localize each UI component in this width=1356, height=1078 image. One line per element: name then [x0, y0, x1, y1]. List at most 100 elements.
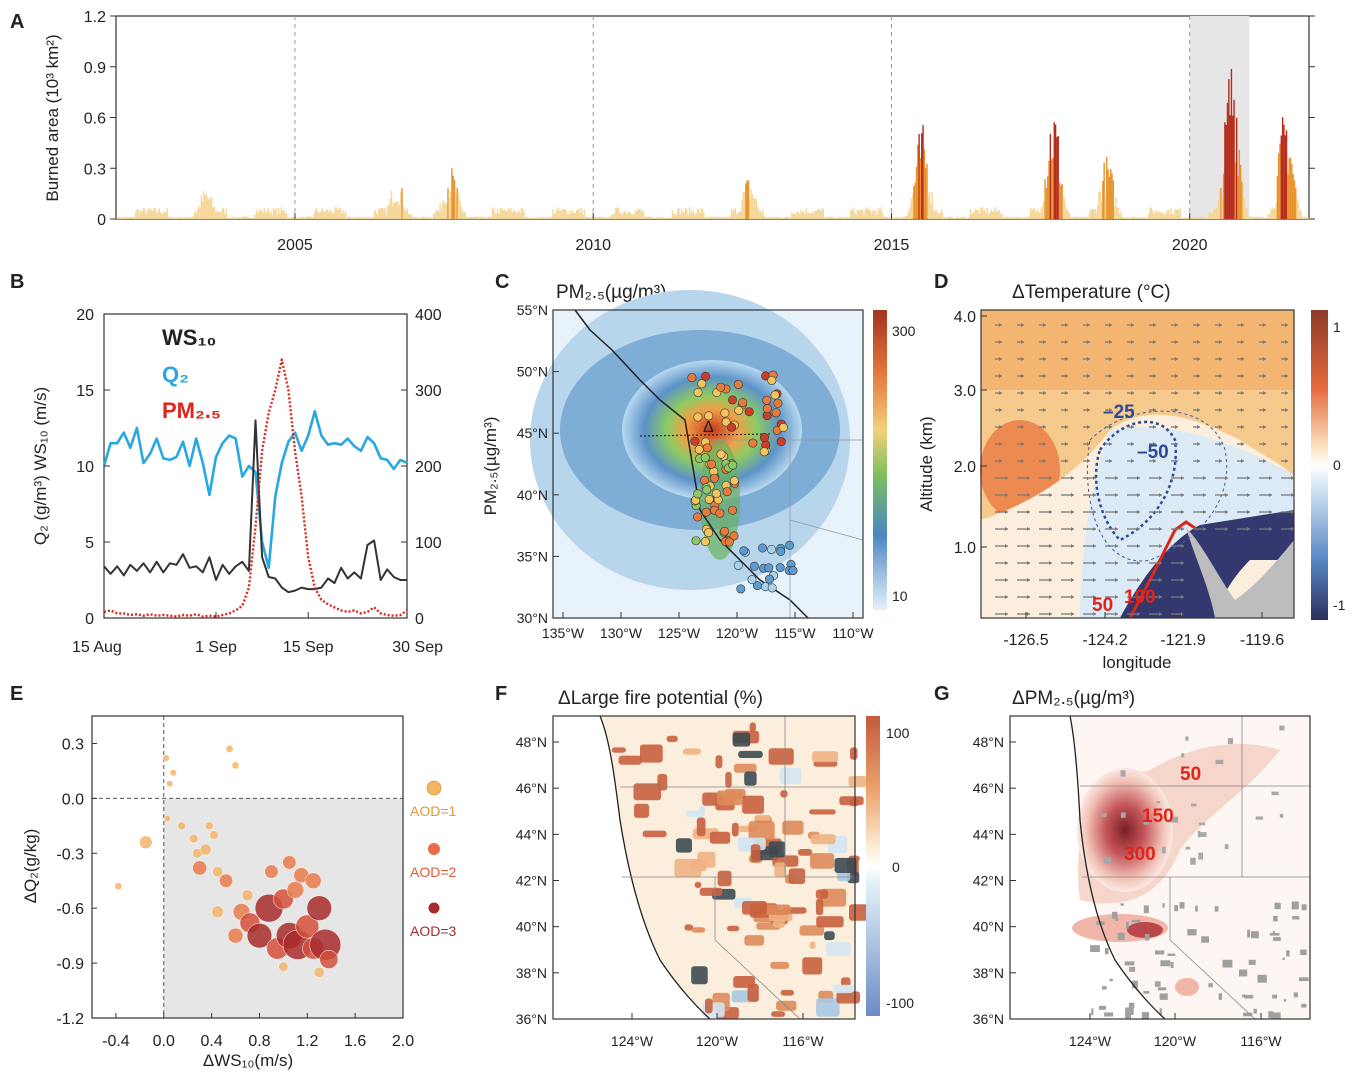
panel-a-bar — [649, 216, 651, 219]
panel-a-bar — [1297, 201, 1300, 219]
panel-a-bar — [1232, 115, 1234, 219]
panel-f-label: F — [495, 683, 507, 705]
panel-a-bar — [390, 190, 393, 219]
panel-a-bar — [900, 217, 902, 219]
panel-a-bar — [466, 217, 469, 219]
panel-c-ytick-label: 40°N — [517, 487, 548, 503]
panel-a-bar — [1249, 216, 1251, 219]
panel-a-bar — [1255, 217, 1258, 219]
panel-a-bar — [1032, 209, 1034, 219]
panel-d-wind-arrowhead — [1241, 459, 1244, 463]
panel-a-bar — [1305, 216, 1307, 219]
panel-e-point — [211, 905, 224, 919]
panel-a-bar — [331, 213, 334, 219]
panel-d-wind-arrowhead — [1159, 527, 1162, 531]
panel-a-bar — [860, 209, 863, 219]
panel-a-bar — [536, 216, 538, 219]
panel-a-bar — [321, 208, 323, 219]
panel-d-wind-arrowhead — [1021, 442, 1024, 446]
panel-a-bar — [121, 216, 124, 219]
panel-a-bar — [537, 216, 540, 219]
panel-c-station — [720, 526, 730, 536]
panel-a-bar — [987, 213, 990, 219]
panel-a-bar — [461, 210, 464, 219]
panel-c-ylabel: PM₂.₅(µg/m³) — [481, 417, 500, 516]
panel-g-gray-cell — [1242, 994, 1245, 998]
panel-d-wind-arrowhead — [1241, 442, 1244, 446]
panel-a-bar — [1238, 149, 1241, 219]
panel-a-bar — [907, 210, 910, 219]
panel-a-bar — [339, 207, 342, 219]
panel-a-bar — [464, 211, 466, 219]
panel-a-bar — [553, 213, 555, 219]
panel-d-wind-arrowhead — [1071, 595, 1074, 599]
panel-a-bar — [1120, 211, 1122, 219]
panel-f-patch — [837, 870, 851, 882]
panel-c-station — [711, 488, 721, 498]
panel-g-gray-cell — [1214, 906, 1219, 912]
panel-a-bar — [403, 209, 406, 219]
panel-a-bar — [851, 210, 853, 219]
panel-a-bar — [838, 216, 840, 219]
panel-g-gray-cell — [1282, 957, 1285, 960]
panel-f-patch — [709, 831, 731, 844]
panel-g-gray-cell — [1120, 770, 1126, 777]
panel-a-bar — [818, 208, 821, 219]
legend-aod3-label: AOD=3 — [410, 923, 457, 939]
panel-a-bar — [871, 213, 873, 219]
panel-a-bar — [1131, 217, 1133, 219]
panel-g-missing-data — [1090, 725, 1309, 1020]
panel-d-wind-arrowhead — [1005, 510, 1008, 514]
panel-a-bar — [1104, 196, 1107, 219]
panel-d-wind-arrowhead — [1181, 476, 1184, 480]
panel-c-cbar-low: 10 — [892, 588, 908, 604]
panel-a-bar — [230, 217, 233, 219]
panel-a-bar — [1082, 217, 1084, 219]
panel-e-point — [241, 889, 254, 902]
panel-a-bar — [190, 217, 192, 219]
panel-g-gray-cell — [1102, 986, 1107, 990]
panel-a-xtick-label: 2005 — [277, 237, 313, 254]
panel-d-wind-arrowhead — [1131, 323, 1134, 327]
panel-a-bar — [389, 198, 391, 219]
panel-a-bar — [683, 211, 685, 219]
panel-a-bar — [443, 200, 445, 219]
panel-d-wind-arrowhead — [1065, 408, 1068, 412]
panel-c-station — [693, 387, 703, 397]
panel-a-bar — [372, 217, 374, 219]
panel-a-bar — [1247, 215, 1250, 219]
panel-d-wind-arrowhead — [1109, 425, 1112, 429]
panel-g-xtick-label: 124°W — [1069, 1033, 1112, 1049]
panel-a-bar — [821, 208, 823, 219]
panel-a-bar — [1251, 217, 1254, 219]
panel-c-station — [727, 422, 737, 432]
panel-g-gray-cell — [1170, 962, 1174, 968]
panel-d-wind-arrowhead — [1219, 374, 1222, 378]
panel-a-bar — [535, 218, 537, 219]
panel-a-bar — [1275, 203, 1277, 219]
panel-g-gray-cell — [1179, 902, 1185, 909]
panel-f-borders — [620, 716, 855, 1020]
panel-a-bar — [1222, 173, 1225, 219]
panel-a-bar — [804, 214, 806, 219]
panel-c-station — [728, 460, 738, 470]
panel-a-bar — [646, 216, 649, 219]
panel-a-bar — [207, 197, 209, 219]
panel-a-bar — [902, 217, 905, 219]
panel-a-bar — [684, 207, 687, 219]
panel-g-gray-cell — [1208, 983, 1213, 988]
panel-f-ytick-label: 38°N — [516, 965, 547, 981]
panel-a-bar — [919, 157, 922, 219]
panel-a-bar — [228, 217, 230, 219]
panel-a-bar — [1184, 217, 1187, 219]
panel-f-patch — [742, 795, 764, 814]
panel-a-bar — [327, 212, 330, 219]
panel-a-bar — [596, 216, 599, 219]
panel-g-gray-cell — [1298, 977, 1309, 982]
panel-g-gray-cell — [1274, 902, 1281, 910]
panel-a-bar — [272, 207, 275, 219]
panel-a-bar — [998, 209, 1000, 219]
panel-g-gray-cell — [1144, 934, 1150, 941]
panel-c-station — [693, 412, 703, 422]
panel-a-bar — [938, 212, 940, 219]
